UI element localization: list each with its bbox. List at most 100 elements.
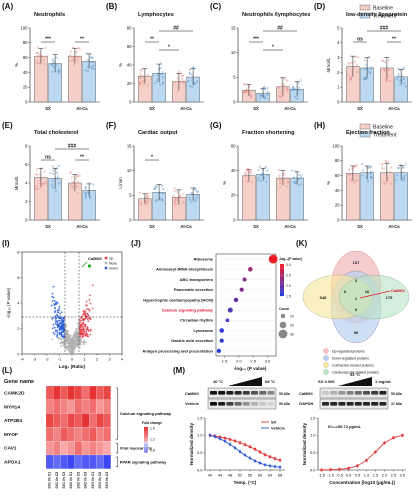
x-tick-label: 56 xyxy=(248,473,253,478)
y-tick-label: 0.5 xyxy=(197,450,203,455)
data-point xyxy=(397,75,400,78)
series-marker xyxy=(233,439,237,443)
data-point xyxy=(385,77,388,80)
heatmap-col-label: SX1 Vs C3 xyxy=(62,472,66,489)
data-point xyxy=(159,62,162,65)
data-point xyxy=(245,91,248,94)
series-marker xyxy=(233,446,237,450)
x-tick-label: 2.0 xyxy=(236,359,242,364)
data-point xyxy=(140,76,142,79)
data-point xyxy=(347,173,350,176)
x-tick-label: SX xyxy=(45,106,51,111)
data-point xyxy=(56,70,59,73)
data-point xyxy=(264,166,267,169)
data-point xyxy=(349,77,352,80)
heatmap-cell xyxy=(60,454,68,469)
heatmap-cell xyxy=(96,427,104,442)
data-point xyxy=(84,187,87,190)
venn-legend-1: Down-regulated proteins xyxy=(332,357,369,361)
y-tick-label: 4 xyxy=(25,180,28,185)
data-point xyxy=(291,169,294,172)
panel-g-chart: Fraction shortening% 0 20 40 60 SX At-Ca xyxy=(222,130,308,229)
volcano-camkii-label: CaMKII xyxy=(88,256,102,261)
volcano-point xyxy=(65,329,68,332)
x-tick-label: 3.0 xyxy=(400,473,406,478)
volcano-point xyxy=(56,329,58,332)
heatmap-cell xyxy=(103,399,111,414)
series-marker xyxy=(365,459,368,462)
volcano-point xyxy=(65,339,67,342)
heatmap-cell xyxy=(96,385,104,400)
series-marker xyxy=(258,450,262,454)
volcano-point xyxy=(75,329,77,331)
volcano-point xyxy=(76,344,78,347)
blot-right-band-1 xyxy=(319,398,389,410)
data-point xyxy=(143,79,146,82)
data-point xyxy=(247,169,250,172)
blot-band xyxy=(226,402,234,406)
y-tick-label: 20 xyxy=(335,203,340,208)
kegg-colorbar-step xyxy=(280,276,284,279)
volcano-point xyxy=(80,317,82,320)
heatmap-cell xyxy=(81,427,90,442)
data-point xyxy=(250,170,253,173)
data-point xyxy=(295,97,298,100)
heatmap-colorbar-label: 1.2 xyxy=(150,438,155,442)
data-point xyxy=(361,174,364,177)
series-marker xyxy=(268,455,272,459)
volcano-point xyxy=(89,316,92,319)
blot-band xyxy=(251,402,258,406)
data-point xyxy=(143,201,146,203)
data-point xyxy=(370,176,373,179)
heatmap-colorbar-step xyxy=(144,451,148,453)
data-point xyxy=(58,165,61,167)
data-point xyxy=(259,97,262,100)
heatmap-cell xyxy=(89,441,97,456)
data-point xyxy=(353,181,355,184)
venn-num-7: 0 xyxy=(355,307,358,312)
significance-label: * xyxy=(151,155,153,161)
data-point xyxy=(162,81,165,84)
heatmap-cell xyxy=(45,427,54,442)
series-marker xyxy=(338,468,341,471)
series-marker xyxy=(263,453,267,456)
data-point xyxy=(351,167,354,170)
data-point xyxy=(50,184,53,187)
x-tick-label: -4 xyxy=(20,357,24,362)
data-point xyxy=(286,79,289,82)
data-point xyxy=(286,89,289,92)
data-point xyxy=(388,75,391,77)
panel-c-chart: Neutrophils /lymphocytes 0 5 10 15 SX At-Ca ## *… xyxy=(231,12,311,111)
data-point xyxy=(291,88,294,91)
data-point xyxy=(286,177,289,180)
blot-right-kda-1: 37 kDa xyxy=(391,402,402,406)
data-point xyxy=(52,172,55,175)
data-point xyxy=(354,56,357,59)
data-point xyxy=(260,179,263,182)
panel-e-chart: Total cholesterol Mmol/L 0 2 4 6 8 SX At-Ca ns ###… xyxy=(14,130,100,229)
series-marker xyxy=(248,445,252,448)
data-point xyxy=(172,194,175,197)
kegg-bubble xyxy=(233,297,239,303)
blot-band xyxy=(363,402,370,406)
volcano-legend-down: Down xyxy=(109,267,118,271)
data-point xyxy=(261,88,264,91)
heatmap-cell xyxy=(60,413,68,428)
blot-band xyxy=(210,391,217,395)
data-point xyxy=(86,69,89,72)
heatmap-col-label: SX3 Vs C3 xyxy=(105,472,109,489)
heatmap-col-label: SX2 Vs C2 xyxy=(76,472,80,489)
data-point xyxy=(384,182,387,185)
significance-label: ### xyxy=(380,26,389,32)
data-point xyxy=(263,176,266,179)
volcano-point xyxy=(80,331,83,334)
volcano-point xyxy=(72,341,75,344)
y-tick-label: 10 xyxy=(231,50,236,55)
data-point xyxy=(73,63,75,66)
blot-right-row-1: GAPDH xyxy=(299,401,314,406)
panel-m-dose-curve: 0.00.51.01.5-1.5 -1.0 -0.5 0.0 0.5 1.0 1.5 2.0 2… xyxy=(302,415,406,485)
x-tick-label: 1.0 xyxy=(364,473,370,478)
data-point xyxy=(366,180,369,183)
significance-label: ## xyxy=(277,26,283,32)
volcano-point xyxy=(58,319,61,322)
